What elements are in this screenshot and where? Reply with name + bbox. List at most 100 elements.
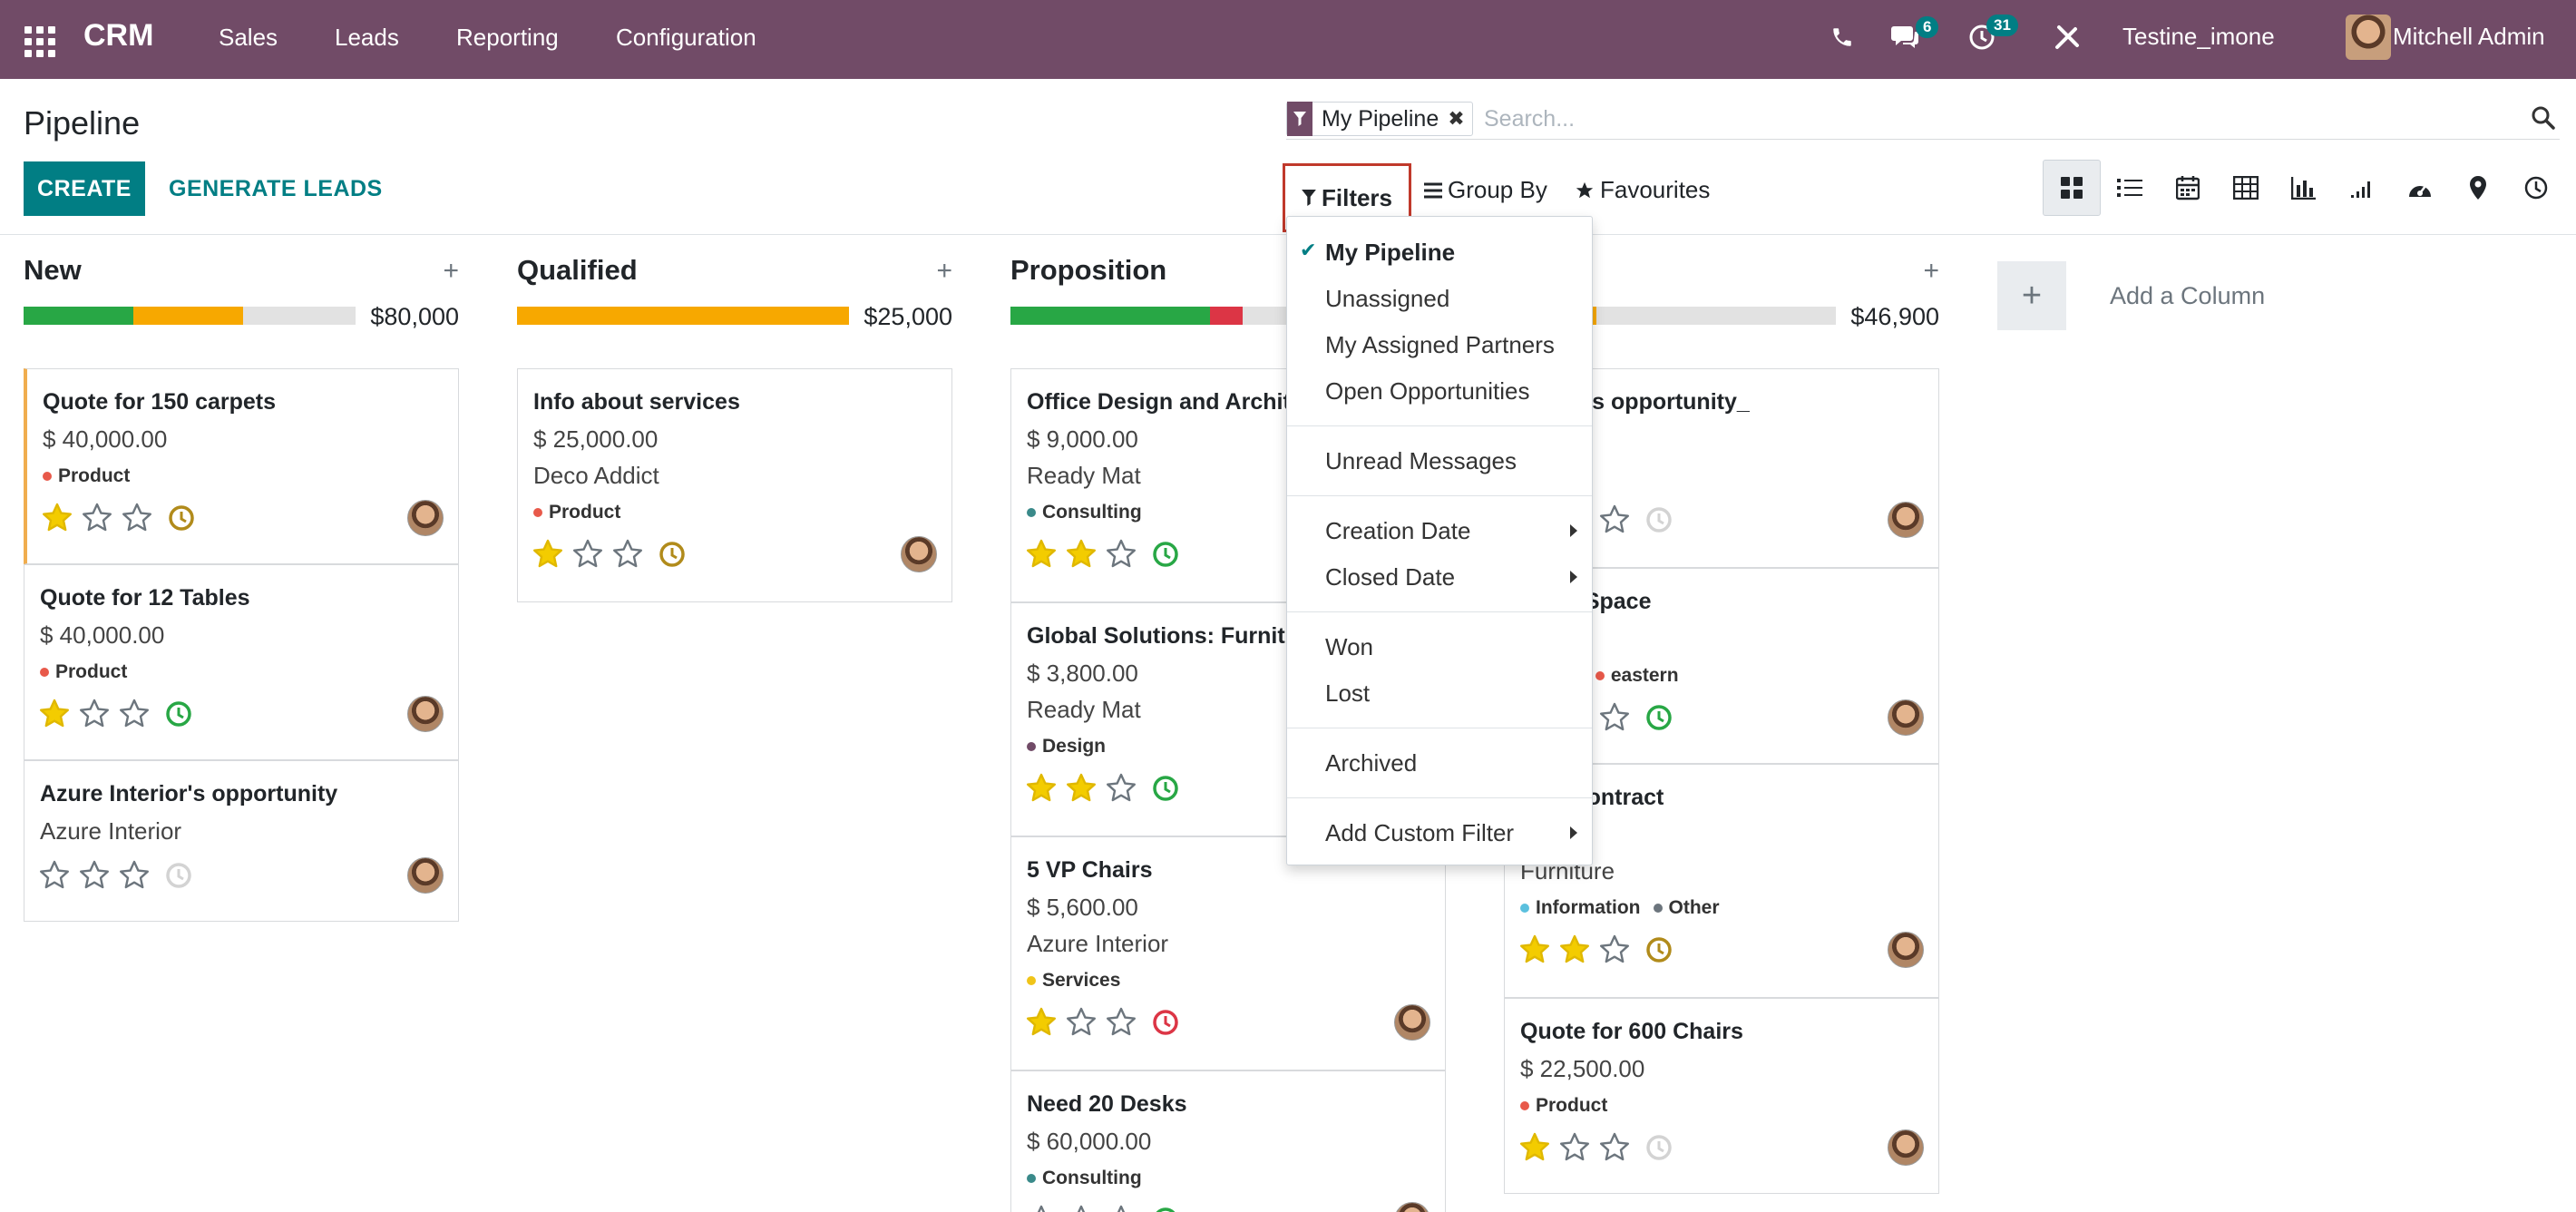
add-custom-filter[interactable]: Add Custom Filter — [1325, 819, 1515, 846]
activity-clock-icon[interactable] — [1645, 506, 1673, 533]
debug-tools-icon[interactable] — [2054, 24, 2081, 55]
salesperson-avatar[interactable] — [1888, 699, 1924, 736]
filters-button[interactable]: Filters — [1283, 163, 1411, 232]
salesperson-avatar[interactable] — [407, 696, 444, 732]
progress-segment[interactable] — [1209, 307, 1244, 325]
user-menu[interactable]: Mitchell Admin — [2393, 23, 2545, 50]
filter-creation-date[interactable]: Creation Date — [1325, 517, 1471, 544]
star-filled-icon[interactable] — [1025, 1006, 1058, 1039]
column-title[interactable]: New — [24, 254, 82, 286]
star-filled-icon[interactable] — [1025, 538, 1058, 571]
star-filled-icon[interactable] — [41, 502, 73, 534]
kanban-card[interactable]: Quote for 12 Tables $ 40,000.00 Product — [24, 564, 459, 760]
activity-clock-icon[interactable] — [1645, 936, 1673, 963]
star-empty-icon[interactable] — [611, 538, 644, 571]
filter-unread-messages[interactable]: Unread Messages — [1325, 447, 1517, 474]
menu-configuration[interactable]: Configuration — [616, 24, 756, 51]
kanban-card[interactable]: Info about services $ 25,000.00 Deco Addic… — [517, 368, 952, 602]
column-quick-create-icon[interactable]: + — [1923, 256, 1939, 286]
star-empty-icon[interactable] — [81, 502, 113, 534]
create-button[interactable]: CREATE — [24, 161, 145, 216]
dashboard-view-icon[interactable] — [2391, 160, 2449, 216]
graph-view-icon[interactable] — [2275, 160, 2333, 216]
phone-icon[interactable] — [1830, 25, 1854, 54]
salesperson-avatar[interactable] — [1394, 1202, 1430, 1212]
star-empty-icon[interactable] — [121, 502, 153, 534]
star-filled-icon[interactable] — [1518, 1131, 1551, 1164]
progress-segment[interactable] — [24, 307, 133, 325]
star-empty-icon[interactable] — [1105, 772, 1137, 805]
search-input[interactable] — [1484, 103, 2482, 134]
priority-stars[interactable] — [1025, 1006, 1179, 1039]
activity-clock-icon[interactable] — [1152, 775, 1179, 802]
column-title[interactable]: Qualified — [517, 254, 638, 286]
filter-archived[interactable]: Archived — [1325, 749, 1418, 777]
priority-stars[interactable] — [38, 698, 192, 730]
activity-clock-icon[interactable] — [1645, 704, 1673, 731]
activity-clock-icon[interactable] — [1645, 1134, 1673, 1161]
map-view-icon[interactable] — [2449, 160, 2507, 216]
star-empty-icon[interactable] — [38, 859, 71, 892]
salesperson-avatar[interactable] — [901, 536, 937, 572]
star-empty-icon[interactable] — [1105, 1204, 1137, 1212]
cohort-view-icon[interactable] — [2333, 160, 2391, 216]
priority-stars[interactable] — [1518, 1131, 1673, 1164]
column-title[interactable]: Proposition — [1010, 254, 1167, 286]
star-empty-icon[interactable] — [1065, 1006, 1098, 1039]
activity-clock-icon[interactable] — [1152, 1009, 1179, 1036]
filter-unassigned[interactable]: Unassigned — [1325, 285, 1450, 312]
menu-sales[interactable]: Sales — [219, 24, 278, 51]
priority-stars[interactable] — [1025, 1204, 1179, 1212]
activity-view-icon[interactable] — [2507, 160, 2565, 216]
salesperson-avatar[interactable] — [1888, 502, 1924, 538]
search-icon[interactable] — [2531, 105, 2556, 135]
kanban-card[interactable]: Quote for 600 Chairs $ 22,500.00 Product — [1504, 998, 1939, 1194]
salesperson-avatar[interactable] — [407, 500, 444, 536]
column-progress-bar[interactable] — [1010, 307, 1342, 325]
priority-stars[interactable] — [1518, 933, 1673, 966]
priority-stars[interactable] — [38, 859, 192, 892]
star-empty-icon[interactable] — [1598, 701, 1631, 734]
star-empty-icon[interactable] — [1065, 1204, 1098, 1212]
star-filled-icon[interactable] — [1558, 933, 1591, 966]
filter-closed-date[interactable]: Closed Date — [1325, 563, 1456, 591]
list-view-icon[interactable] — [2101, 160, 2159, 216]
app-menu-icon[interactable] — [22, 24, 55, 57]
star-filled-icon[interactable] — [1518, 933, 1551, 966]
activity-clock-icon[interactable] — [1152, 1207, 1179, 1212]
star-empty-icon[interactable] — [118, 859, 151, 892]
activity-clock-icon[interactable] — [165, 700, 192, 728]
calendar-view-icon[interactable] — [2159, 160, 2217, 216]
salesperson-avatar[interactable] — [1888, 1129, 1924, 1166]
priority-stars[interactable] — [1025, 538, 1179, 571]
star-empty-icon[interactable] — [78, 859, 111, 892]
pivot-view-icon[interactable] — [2217, 160, 2275, 216]
star-empty-icon[interactable] — [1105, 538, 1137, 571]
star-empty-icon[interactable] — [1598, 503, 1631, 536]
kanban-card[interactable]: Azure Interior's opportunity Azure Interi… — [24, 760, 459, 922]
messages-icon[interactable] — [1890, 24, 1919, 55]
star-empty-icon[interactable] — [1598, 1131, 1631, 1164]
kanban-card[interactable]: Quote for 150 carpets $ 40,000.00 Product — [24, 368, 459, 564]
priority-stars[interactable] — [41, 502, 195, 534]
salesperson-avatar[interactable] — [1394, 1004, 1430, 1041]
star-empty-icon[interactable] — [1598, 933, 1631, 966]
generate-leads-button[interactable]: GENERATE LEADS — [169, 176, 383, 201]
app-brand[interactable]: CRM — [83, 18, 154, 53]
filter-my-assigned-partners[interactable]: My Assigned Partners — [1325, 331, 1555, 358]
star-empty-icon[interactable] — [1105, 1006, 1137, 1039]
star-empty-icon[interactable] — [571, 538, 604, 571]
star-empty-icon[interactable] — [78, 698, 111, 730]
kanban-view-icon[interactable] — [2043, 160, 2101, 216]
search-facet[interactable]: My Pipeline ✖ — [1286, 102, 1473, 136]
star-filled-icon[interactable] — [1065, 772, 1098, 805]
kanban-card[interactable]: Need 20 Desks $ 60,000.00 Consulting — [1010, 1070, 1446, 1212]
star-filled-icon[interactable] — [532, 538, 564, 571]
favourites-button[interactable]: Favourites — [1575, 176, 1710, 204]
priority-stars[interactable] — [1025, 772, 1179, 805]
remove-facet-icon[interactable]: ✖ — [1448, 107, 1465, 130]
column-quick-create-icon[interactable]: + — [936, 256, 952, 286]
menu-reporting[interactable]: Reporting — [456, 24, 559, 51]
progress-segment[interactable] — [517, 307, 849, 325]
filter-my-pipeline[interactable]: My Pipeline — [1325, 239, 1456, 266]
